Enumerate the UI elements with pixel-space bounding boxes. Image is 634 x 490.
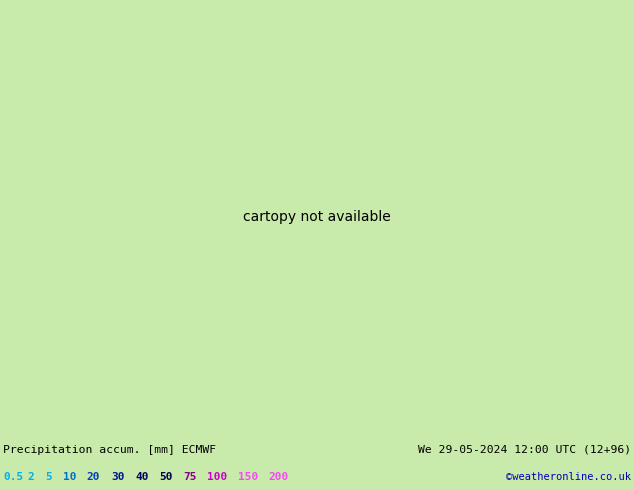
Text: 200: 200: [268, 471, 288, 482]
Text: Precipitation accum. [mm] ECMWF: Precipitation accum. [mm] ECMWF: [3, 445, 216, 455]
Text: 100: 100: [207, 471, 228, 482]
Text: 0.5: 0.5: [3, 471, 23, 482]
Text: 20: 20: [87, 471, 100, 482]
Text: 5: 5: [45, 471, 52, 482]
Text: cartopy not available: cartopy not available: [243, 210, 391, 224]
Text: We 29-05-2024 12:00 UTC (12+96): We 29-05-2024 12:00 UTC (12+96): [418, 445, 631, 455]
Text: 10: 10: [63, 471, 76, 482]
Text: ©weatheronline.co.uk: ©weatheronline.co.uk: [506, 471, 631, 482]
Text: 50: 50: [159, 471, 172, 482]
Text: 75: 75: [183, 471, 197, 482]
Text: 150: 150: [238, 471, 258, 482]
Text: 30: 30: [111, 471, 124, 482]
Text: 2: 2: [27, 471, 34, 482]
Text: 40: 40: [135, 471, 148, 482]
